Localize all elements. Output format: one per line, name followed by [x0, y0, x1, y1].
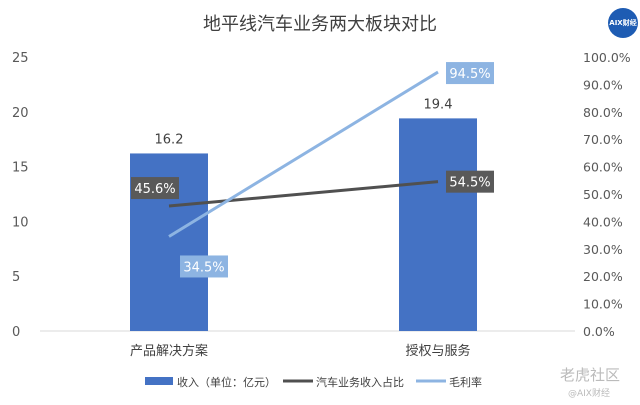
y-right-tick: 70.0%: [583, 132, 623, 147]
line-label: 34.5%: [183, 260, 224, 275]
line-label: 45.6%: [134, 182, 175, 197]
y-right-tick: 80.0%: [583, 105, 623, 120]
line-series: [168, 180, 439, 208]
line-label-box: [131, 177, 179, 200]
x-tick: 授权与服务: [405, 343, 470, 359]
y-left-tick: 25: [12, 51, 29, 66]
line-label: 54.5%: [449, 176, 490, 191]
y-right-tick: 60.0%: [583, 160, 623, 175]
y-right-tick: 90.0%: [583, 77, 623, 92]
chart-title: 地平线汽车业务两大板块对比: [203, 14, 437, 35]
y-right-tick: 10.0%: [583, 297, 623, 312]
y-left-tick: 10: [12, 215, 29, 230]
y-right-tick: 50.0%: [583, 187, 623, 202]
line-label: 94.5%: [449, 67, 490, 82]
line-label-box: [446, 170, 494, 193]
bar-label: 16.2: [155, 132, 184, 147]
logo: AIX财经: [608, 8, 638, 38]
y-right-tick: 100.0%: [583, 50, 631, 65]
line-label-box: [180, 255, 228, 278]
y-right-tick: 40.0%: [583, 214, 623, 229]
legend-swatch-bar: [145, 377, 173, 385]
y-right-tick: 20.0%: [583, 269, 623, 284]
watermark-sub: @AIX财经: [568, 389, 610, 399]
y-right-tick: 0.0%: [583, 324, 615, 339]
y-left-tick: 5: [12, 270, 20, 285]
line-series: [168, 70, 439, 238]
legend-label: 收入（单位：亿元）: [177, 375, 276, 389]
y-left-tick: 15: [12, 161, 29, 176]
line-label-box: [446, 62, 494, 85]
bar: [399, 118, 477, 331]
legend-label: 毛利率: [449, 375, 482, 389]
x-tick: 产品解决方案: [130, 343, 208, 359]
y-right-tick: 30.0%: [583, 242, 623, 257]
legend-label: 汽车业务收入占比: [316, 375, 404, 389]
y-left-tick: 0: [12, 325, 20, 340]
bar-label: 19.4: [424, 97, 453, 112]
y-left-tick: 20: [12, 106, 29, 121]
watermark-main: 老虎社区: [560, 366, 621, 384]
